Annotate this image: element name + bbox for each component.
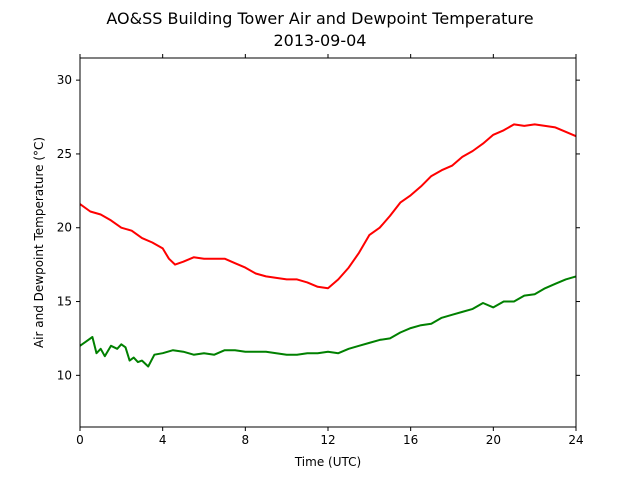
chart-subtitle: 2013-09-04	[274, 31, 367, 50]
y-tick-label: 30	[57, 73, 72, 87]
x-tick-label: 12	[320, 433, 335, 447]
x-axis-label: Time (UTC)	[294, 455, 361, 469]
x-tick-label: 24	[568, 433, 583, 447]
series-line-1	[79, 123, 577, 290]
y-tick-label: 25	[57, 147, 72, 161]
y-axis-label: Air and Dewpoint Temperature (°C)	[32, 137, 46, 348]
plot-area	[79, 123, 577, 368]
series-line-2	[79, 275, 577, 368]
plot-frame	[79, 57, 577, 428]
y-tick-label: 15	[57, 295, 72, 309]
x-tick-label: 16	[403, 433, 418, 447]
x-tick-label: 8	[242, 433, 250, 447]
y-tick-label: 20	[57, 221, 72, 235]
y-tick-label: 10	[57, 368, 72, 382]
x-tick-label: 20	[486, 433, 501, 447]
x-tick-label: 4	[159, 433, 167, 447]
chart-title: AO&SS Building Tower Air and Dewpoint Te…	[106, 9, 533, 28]
x-tick-label: 0	[76, 433, 84, 447]
